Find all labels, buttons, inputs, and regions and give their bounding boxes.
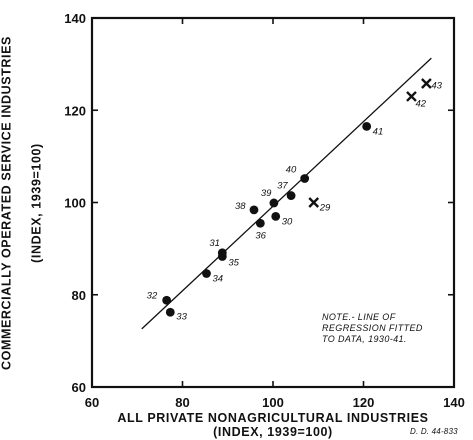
data-point (362, 121, 372, 131)
y-tick-label: 60 (72, 380, 86, 395)
data-point (162, 295, 172, 305)
data-point-cross (406, 91, 417, 102)
note-line: REGRESSION FITTED (322, 323, 423, 333)
point-label: 43 (431, 80, 442, 91)
x-tick-label: 100 (262, 395, 284, 410)
x-tick-label: 140 (443, 395, 465, 410)
data-point-cross (421, 78, 432, 89)
y-tick-label: 120 (64, 103, 86, 118)
note-line: NOTE.- LINE OF (322, 312, 396, 322)
point-label: 37 (277, 181, 288, 192)
x-tick-label: 80 (175, 395, 189, 410)
x-axis-title-line2: (INDEX, 1939=100) (213, 425, 333, 439)
data-point (286, 191, 296, 200)
point-label: 39 (261, 188, 272, 199)
x-tick-label: 60 (85, 395, 99, 410)
point-label: 40 (286, 165, 297, 176)
point-label: 29 (319, 203, 331, 214)
point-label: 38 (235, 201, 246, 212)
point-label: 35 (228, 257, 239, 268)
data-point (202, 269, 211, 278)
data-point (269, 198, 279, 208)
x-tick-label: 120 (353, 395, 375, 410)
y-tick-label: 80 (72, 288, 86, 303)
point-label: 33 (176, 311, 187, 322)
note-line: TO DATA, 1930-41. (322, 334, 407, 344)
point-label: 36 (255, 230, 266, 241)
point-label: 32 (147, 290, 158, 301)
point-label: 30 (282, 216, 293, 227)
regression-note: NOTE.- LINE OF REGRESSION FITTED TO DATA… (322, 312, 423, 345)
point-label: 41 (373, 126, 384, 137)
data-point (271, 211, 281, 221)
point-label: 31 (209, 238, 220, 249)
data-point (255, 218, 265, 228)
figure-code: D. D. 44-833 (410, 427, 458, 436)
y-tick-label: 140 (64, 11, 86, 26)
data-point-cross (308, 197, 320, 208)
x-axis-title-line1: ALL PRIVATE NONAGRICULTURAL INDUSTRIES (117, 411, 429, 425)
data-point (249, 205, 259, 215)
data-point (165, 307, 175, 317)
y-tick-label: 100 (64, 196, 86, 211)
point-label: 42 (415, 98, 426, 109)
data-point (300, 174, 310, 183)
data-point (217, 248, 227, 258)
point-label: 34 (212, 274, 223, 285)
regression-line (141, 57, 432, 330)
x-axis-title: ALL PRIVATE NONAGRICULTURAL INDUSTRIES (… (92, 411, 454, 439)
